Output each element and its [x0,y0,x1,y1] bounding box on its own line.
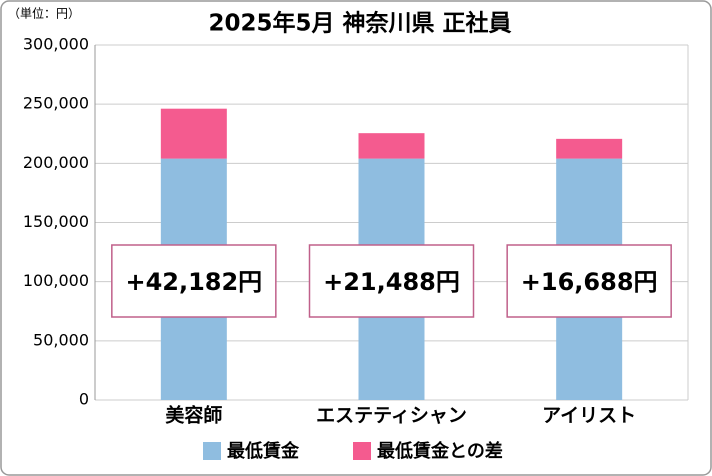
value-label: +16,688円 [521,268,658,296]
legend-swatch [353,442,371,460]
x-tick-label: 美容師 [165,404,222,427]
y-tick-label: 250,000 [23,94,89,113]
unit-label: （単位：円） [8,6,80,21]
bar-segment [358,133,425,159]
y-tick-label: 0 [79,390,89,409]
value-label-box [111,244,277,318]
y-tick-label: 50,000 [33,330,89,349]
bar-segment [556,138,623,159]
value-label: +21,488円 [323,268,460,296]
value-label-box [506,244,672,318]
y-tick-label: 300,000 [23,35,89,54]
legend-swatch [203,442,221,460]
bar-segment [160,108,227,159]
y-tick-label: 150,000 [23,212,89,231]
y-tick-label: 100,000 [23,271,89,290]
value-label: +42,182円 [125,268,262,296]
x-tick-label: エステティシャン [316,405,467,427]
value-label-box [308,244,475,318]
y-tick-label: 200,000 [23,153,89,172]
legend-label: 最低賃金 [227,440,300,462]
legend-label: 最低賃金との差 [377,440,503,462]
x-tick-label: アイリスト [542,405,636,427]
chart-title: 2025年5月 神奈川県 正社員 [208,10,511,37]
